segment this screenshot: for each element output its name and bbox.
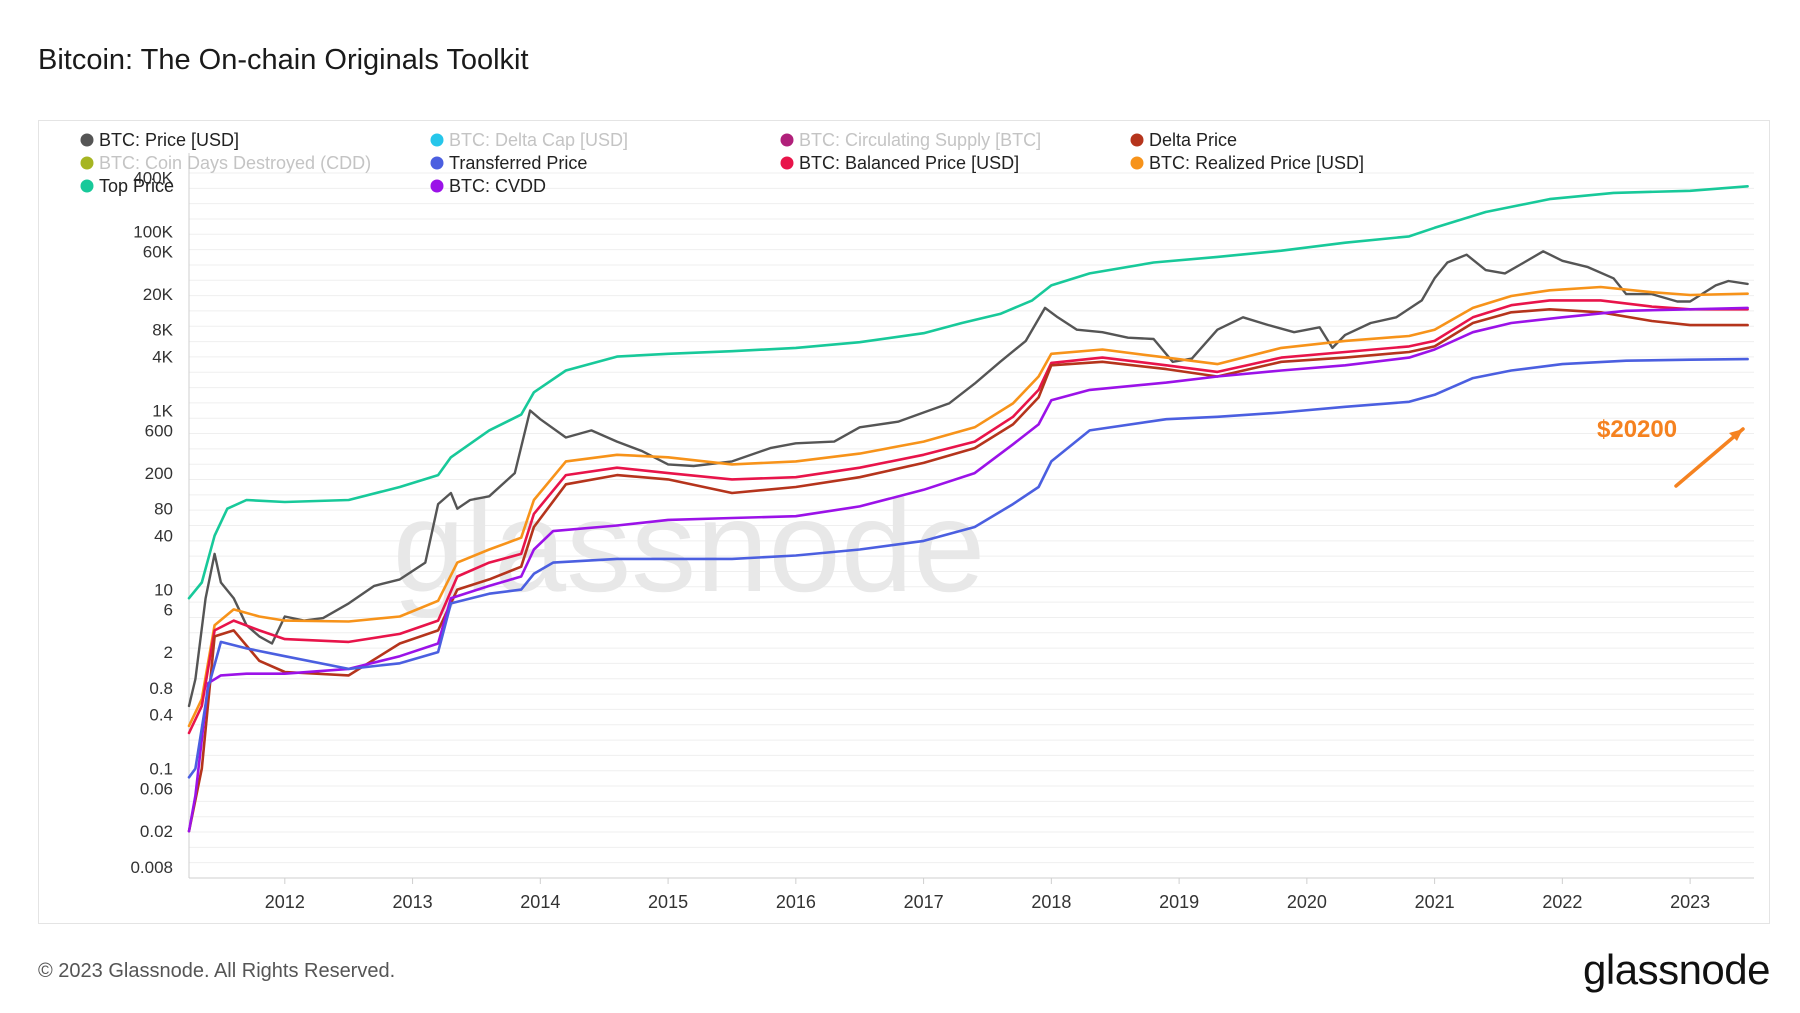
series-line-price (187, 250, 1749, 708)
legend-item[interactable]: Delta Price (1130, 130, 1238, 150)
glassnode-logo[interactable]: glassnode (1583, 946, 1770, 993)
x-tick-label: 2013 (393, 892, 433, 912)
chart-frame: glassnode 400K 100K 60K 20K 8K 4K 1K 600 200 80 40… (38, 120, 1770, 924)
watermark: glassnode (393, 473, 986, 619)
legend-label: Delta Price (1149, 130, 1237, 150)
y-tick-label: 0.8 (149, 679, 173, 698)
x-tick-label: 2019 (1159, 892, 1199, 912)
legend-swatch (80, 179, 94, 193)
x-tick-label: 2014 (520, 892, 560, 912)
copyright-footer: © 2023 Glassnode. All Rights Reserved. (38, 960, 396, 982)
annotation-arrowhead (1729, 429, 1743, 441)
legend-label: Transferred Price (449, 153, 587, 173)
legend-label: BTC: Price [USD] (99, 130, 239, 150)
x-tick-label: 2012 (265, 892, 305, 912)
x-tick-label: 2020 (1287, 892, 1327, 912)
legend-swatch (430, 156, 444, 170)
y-tick-label: 200 (145, 464, 173, 483)
chart-title: Bitcoin: The On-chain Originals Toolkit (38, 44, 529, 76)
legend-item[interactable]: Transferred Price (430, 153, 588, 173)
x-tick-label: 2016 (776, 892, 816, 912)
y-tick-label: 0.008 (130, 858, 173, 877)
y-tick-label: 100K (133, 222, 173, 241)
y-tick-label: 0.06 (140, 779, 173, 798)
legend-item[interactable]: BTC: Delta Cap [USD] (430, 130, 629, 150)
legend-label: BTC: Circulating Supply [BTC] (799, 130, 1041, 150)
y-tick-label: 0.4 (149, 706, 173, 725)
series-lines (187, 185, 1749, 833)
legend-label: BTC: Balanced Price [USD] (799, 153, 1019, 173)
x-tick-label: 2021 (1415, 892, 1455, 912)
series-line-transferred (187, 357, 1749, 779)
y-tick-label: 6 (164, 600, 173, 619)
series-line-realized (187, 285, 1749, 728)
legend-swatch (430, 133, 444, 147)
y-tick-label: 1K (152, 402, 173, 421)
legend-item[interactable]: BTC: Coin Days Destroyed (CDD) (80, 153, 372, 173)
y-tick-label: 400K (133, 169, 173, 188)
series-line-balanced (187, 299, 1749, 735)
y-tick-label: 8K (152, 321, 173, 340)
legend: BTC: Price [USD] BTC: Delta Cap [USD] BTC:… (80, 130, 1365, 196)
legend-swatch (80, 133, 94, 147)
legend-label: BTC: CVDD (449, 176, 546, 196)
x-tick-label: 2022 (1542, 892, 1582, 912)
legend-label: BTC: Coin Days Destroyed (CDD) (99, 153, 371, 173)
y-tick-label: 0.02 (140, 822, 173, 841)
x-tick-label: 2018 (1031, 892, 1071, 912)
annotation-label: $20200 (1597, 416, 1677, 443)
annotation-arrow-shaft (1674, 427, 1745, 488)
legend-item[interactable]: Top Price (80, 176, 175, 196)
y-tick-label: 80 (154, 500, 173, 519)
y-tick-label: 20K (143, 285, 174, 304)
legend-label: BTC: Realized Price [USD] (1149, 153, 1364, 173)
legend-item[interactable]: BTC: Circulating Supply [BTC] (780, 130, 1042, 150)
y-tick-label: 600 (145, 421, 173, 440)
legend-item[interactable]: BTC: Balanced Price [USD] (780, 153, 1020, 173)
y-tick-label: 40 (154, 527, 173, 546)
legend-swatch (430, 179, 444, 193)
legend-swatch (1130, 156, 1144, 170)
legend-item[interactable]: BTC: CVDD (430, 176, 547, 196)
legend-swatch (80, 156, 94, 170)
legend-swatch (1130, 133, 1144, 147)
x-tick-label: 2023 (1670, 892, 1710, 912)
y-tick-label: 60K (143, 242, 174, 261)
legend-item[interactable]: BTC: Realized Price [USD] (1130, 153, 1365, 173)
x-tick-label: 2015 (648, 892, 688, 912)
legend-swatch (780, 133, 794, 147)
annotation: $20200 (1597, 416, 1745, 488)
y-tick-label: 4K (152, 348, 173, 367)
legend-label: Top Price (99, 176, 174, 196)
x-tick-label: 2017 (904, 892, 944, 912)
y-tick-label: 10 (154, 581, 173, 600)
legend-item[interactable]: BTC: Price [USD] (80, 130, 240, 150)
y-tick-label: 0.1 (149, 760, 173, 779)
series-line-delta (187, 308, 1749, 833)
legend-label: BTC: Delta Cap [USD] (449, 130, 628, 150)
y-tick-label: 2 (164, 643, 173, 662)
legend-swatch (780, 156, 794, 170)
series-line-top (187, 185, 1749, 600)
chart-svg[interactable]: glassnode 400K100K60K20K8K4K1K6002008040… (39, 121, 1769, 923)
